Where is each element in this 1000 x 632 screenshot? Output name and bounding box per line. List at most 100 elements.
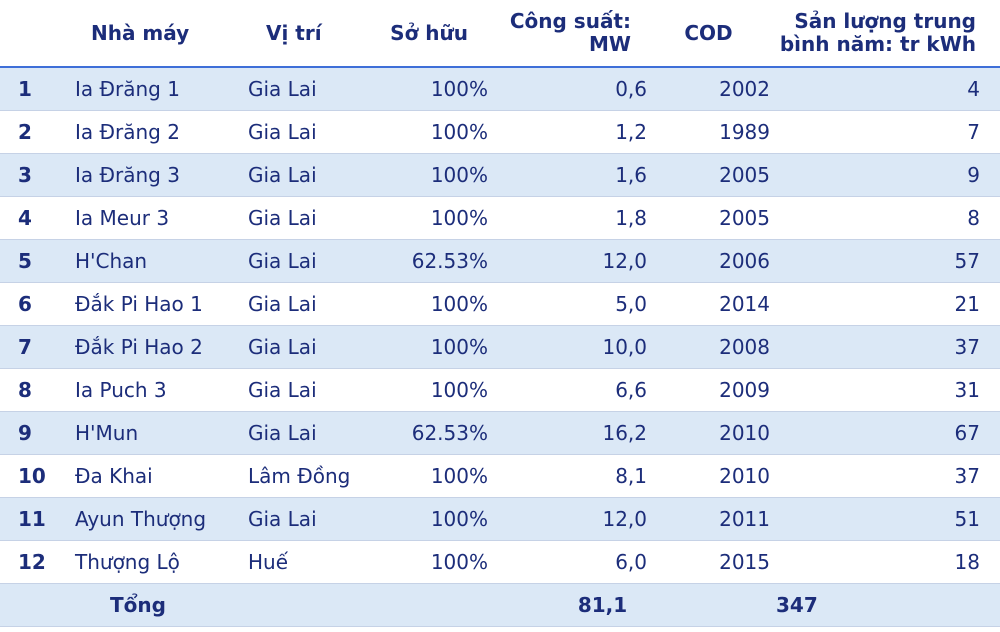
plant-capacity: 1,8 xyxy=(490,196,647,240)
plant-name: H'Chan xyxy=(65,239,238,283)
header-plant: Nhà máy xyxy=(65,0,238,68)
plant-ownership: 100% xyxy=(373,325,490,369)
plant-capacity: 10,0 xyxy=(490,325,647,369)
plant-location: Gia Lai xyxy=(238,411,373,455)
plant-name: Đa Khai xyxy=(65,454,238,498)
plant-output: 57 xyxy=(770,239,1000,283)
plant-cod: 2010 xyxy=(647,454,770,498)
plant-capacity: 16,2 xyxy=(490,411,647,455)
row-index: 12 xyxy=(0,540,65,584)
plant-output: 37 xyxy=(770,454,1000,498)
table-row: 7 Đắk Pi Hao 2 Gia Lai 100% 10,0 2008 37 xyxy=(0,325,1000,369)
plant-ownership: 62.53% xyxy=(373,239,490,283)
plant-location: Gia Lai xyxy=(238,153,373,197)
plant-ownership: 62.53% xyxy=(373,411,490,455)
plant-location: Gia Lai xyxy=(238,497,373,541)
plant-output: 4 xyxy=(770,67,1000,111)
row-index: 4 xyxy=(0,196,65,240)
plant-capacity: 1,2 xyxy=(490,110,647,154)
plant-cod: 2015 xyxy=(647,540,770,584)
plant-cod: 2011 xyxy=(647,497,770,541)
plant-cod: 2010 xyxy=(647,411,770,455)
plant-output: 21 xyxy=(770,282,1000,326)
plant-capacity: 0,6 xyxy=(490,67,647,111)
header-ownership: Sở hữu xyxy=(373,0,490,68)
row-index: 8 xyxy=(0,368,65,412)
plant-ownership: 100% xyxy=(373,497,490,541)
plant-capacity: 1,6 xyxy=(490,153,647,197)
table-row: 9 H'Mun Gia Lai 62.53% 16,2 2010 67 xyxy=(0,411,1000,455)
plant-cod: 2002 xyxy=(647,67,770,111)
table-row: 3 Ia Đrăng 3 Gia Lai 100% 1,6 2005 9 xyxy=(0,153,1000,197)
plant-location: Lâm Đồng xyxy=(238,454,373,498)
plant-location: Gia Lai xyxy=(238,239,373,283)
total-capacity: 81,1 xyxy=(490,583,647,627)
plant-ownership: 100% xyxy=(373,110,490,154)
plant-location: Gia Lai xyxy=(238,368,373,412)
row-index: 6 xyxy=(0,282,65,326)
plant-cod: 2008 xyxy=(647,325,770,369)
header-output-line2: bình năm: tr kWh xyxy=(779,32,976,56)
row-index: 2 xyxy=(0,110,65,154)
total-empty-ownership xyxy=(373,583,490,627)
plant-location: Gia Lai xyxy=(238,325,373,369)
table-row: 2 Ia Đrăng 2 Gia Lai 100% 1,2 1989 7 xyxy=(0,110,1000,154)
plant-capacity: 6,0 xyxy=(490,540,647,584)
plant-cod: 2014 xyxy=(647,282,770,326)
table-row: 12 Thượng Lộ Huế 100% 6,0 2015 18 xyxy=(0,540,1000,584)
row-index: 11 xyxy=(0,497,65,541)
table-row: 1 Ia Đrăng 1 Gia Lai 100% 0,6 2002 4 xyxy=(0,67,1000,111)
plant-location: Gia Lai xyxy=(238,110,373,154)
plant-capacity: 5,0 xyxy=(490,282,647,326)
plant-ownership: 100% xyxy=(373,368,490,412)
plant-capacity: 12,0 xyxy=(490,239,647,283)
plant-output: 7 xyxy=(770,110,1000,154)
plant-output: 37 xyxy=(770,325,1000,369)
total-label: Tổng xyxy=(0,583,238,627)
plant-ownership: 100% xyxy=(373,282,490,326)
plant-output: 9 xyxy=(770,153,1000,197)
row-index: 3 xyxy=(0,153,65,197)
plant-cod: 1989 xyxy=(647,110,770,154)
table-row: 5 H'Chan Gia Lai 62.53% 12,0 2006 57 xyxy=(0,239,1000,283)
plant-ownership: 100% xyxy=(373,153,490,197)
plant-name: Ia Đrăng 3 xyxy=(65,153,238,197)
table-row: 11 Ayun Thượng Gia Lai 100% 12,0 2011 51 xyxy=(0,497,1000,541)
plant-cod: 2009 xyxy=(647,368,770,412)
row-index: 9 xyxy=(0,411,65,455)
plant-cod: 2006 xyxy=(647,239,770,283)
plant-output: 51 xyxy=(770,497,1000,541)
header-output-line1: Sản lượng trung xyxy=(794,9,976,33)
plant-ownership: 100% xyxy=(373,454,490,498)
plant-name: Ia Meur 3 xyxy=(65,196,238,240)
header-row: Nhà máy Vị trí Sở hữu Công suất: MW COD … xyxy=(0,0,1000,68)
plant-ownership: 100% xyxy=(373,196,490,240)
total-output: 347 xyxy=(770,583,1000,627)
plant-cod: 2005 xyxy=(647,153,770,197)
table-row: 6 Đắk Pi Hao 1 Gia Lai 100% 5,0 2014 21 xyxy=(0,282,1000,326)
table-body: 1 Ia Đrăng 1 Gia Lai 100% 0,6 2002 4 2 Ia Đrăng … xyxy=(0,67,1000,627)
plant-location: Gia Lai xyxy=(238,196,373,240)
header-capacity-line1: Công suất: xyxy=(509,9,631,33)
header-location: Vị trí xyxy=(238,0,373,68)
plant-name: Đắk Pi Hao 1 xyxy=(65,282,238,326)
total-empty-location xyxy=(238,583,373,627)
plant-name: H'Mun xyxy=(65,411,238,455)
plant-capacity: 12,0 xyxy=(490,497,647,541)
table-row: 10 Đa Khai Lâm Đồng 100% 8,1 2010 37 xyxy=(0,454,1000,498)
plant-location: Gia Lai xyxy=(238,282,373,326)
header-index xyxy=(0,0,65,68)
total-empty-cod xyxy=(647,583,770,627)
plant-name: Ayun Thượng xyxy=(65,497,238,541)
plant-ownership: 100% xyxy=(373,67,490,111)
plant-output: 31 xyxy=(770,368,1000,412)
table-row: 4 Ia Meur 3 Gia Lai 100% 1,8 2005 8 xyxy=(0,196,1000,240)
header-cod: COD xyxy=(647,0,770,68)
plant-location: Gia Lai xyxy=(238,67,373,111)
plant-ownership: 100% xyxy=(373,540,490,584)
header-capacity: Công suất: MW xyxy=(490,0,647,68)
total-row: Tổng 81,1 347 xyxy=(0,583,1000,627)
plant-cod: 2005 xyxy=(647,196,770,240)
